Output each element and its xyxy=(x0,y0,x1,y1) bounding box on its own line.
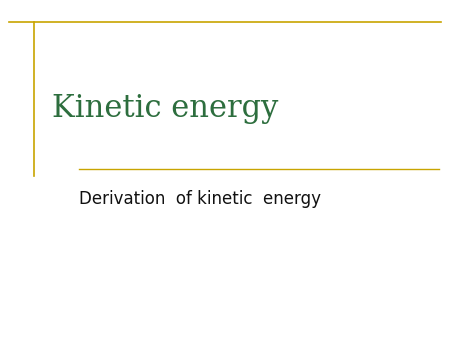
Text: Derivation  of kinetic  energy: Derivation of kinetic energy xyxy=(79,190,321,209)
Text: Kinetic energy: Kinetic energy xyxy=(52,93,278,124)
